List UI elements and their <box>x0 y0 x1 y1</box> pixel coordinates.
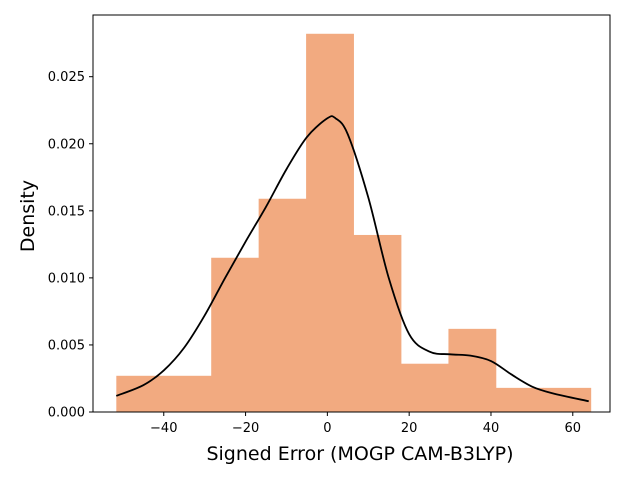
histogram-bar <box>258 198 307 412</box>
histogram-bars <box>116 33 592 412</box>
y-axis-label: Density <box>17 180 39 252</box>
histogram-bar <box>163 375 212 412</box>
x-tick-label: −20 <box>232 421 259 436</box>
plot-axes <box>92 14 611 413</box>
y-tick-label: 0.020 <box>48 137 85 152</box>
kde-curve-group <box>115 115 589 403</box>
y-tick-label: 0.005 <box>48 338 85 353</box>
x-axis-ticks: −40 −20 0 20 40 60 <box>150 412 581 436</box>
y-tick-label: 0.000 <box>48 406 85 421</box>
histogram-bar <box>211 257 260 412</box>
histogram-bar <box>400 363 449 412</box>
histogram-bar <box>495 387 544 412</box>
y-tick-label: 0.025 <box>48 70 85 85</box>
x-tick-label: −40 <box>150 421 177 436</box>
x-axis-label: Signed Error (MOGP CAM-B3LYP) <box>206 443 513 465</box>
y-tick-label: 0.015 <box>48 204 85 219</box>
histogram-bar <box>448 328 497 412</box>
x-tick-label: 0 <box>323 421 331 436</box>
histogram-bar <box>353 234 402 412</box>
y-axis-ticks: 0.000 0.005 0.010 0.015 0.020 0.025 <box>48 70 93 421</box>
histogram-bar <box>306 33 354 412</box>
x-tick-label: 60 <box>565 421 582 436</box>
y-tick-label: 0.010 <box>48 271 85 286</box>
axes-frame <box>92 14 611 413</box>
kde-density-line <box>115 115 589 403</box>
x-tick-label: 20 <box>401 421 418 436</box>
x-tick-label: 40 <box>483 421 500 436</box>
